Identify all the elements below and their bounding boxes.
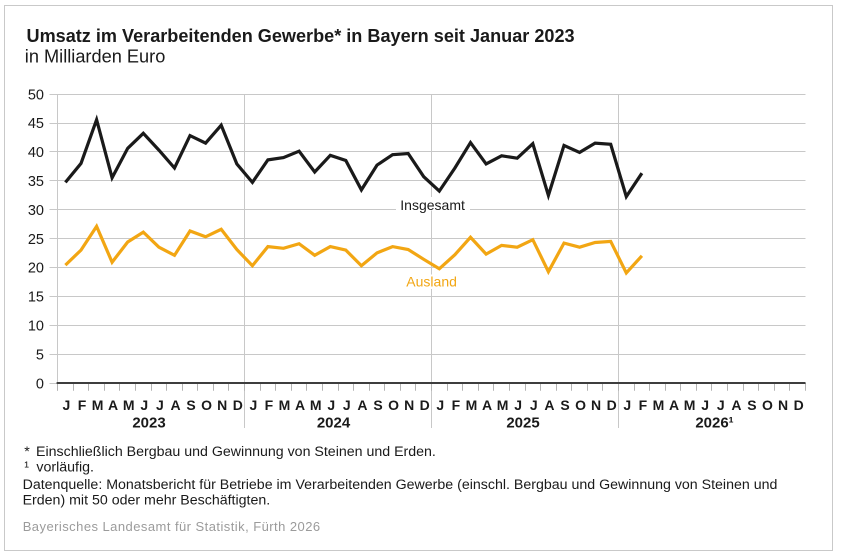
svg-text:J: J [327,397,335,413]
svg-text:0: 0 [36,376,44,392]
svg-text:*: * [24,444,30,460]
svg-text:F: F [452,397,461,413]
svg-text:2023: 2023 [132,415,165,432]
svg-text:35: 35 [28,174,44,190]
svg-text:D: D [420,397,430,413]
svg-text:J: J [436,397,444,413]
svg-text:J: J [623,397,631,413]
svg-text:M: M [497,397,509,413]
svg-text:Einschließlich Bergbau und Gew: Einschließlich Bergbau und Gewinnung von… [36,444,436,460]
svg-text:A: A [731,397,741,413]
svg-text:O: O [575,397,586,413]
svg-text:J: J [140,397,148,413]
svg-text:Datenquelle: Monatsbericht für: Datenquelle: Monatsbericht für Betriebe … [23,477,778,493]
svg-text:M: M [684,397,696,413]
svg-text:2026¹: 2026¹ [695,415,733,432]
svg-text:5: 5 [36,347,44,363]
svg-text:O: O [762,397,773,413]
svg-text:D: D [607,397,617,413]
svg-text:A: A [108,397,118,413]
svg-text:S: S [373,397,382,413]
svg-text:J: J [717,397,725,413]
svg-text:40: 40 [28,145,44,161]
svg-text:A: A [669,397,679,413]
svg-text:N: N [778,397,788,413]
svg-text:A: A [482,397,492,413]
svg-text:N: N [217,397,227,413]
svg-text:2025: 2025 [506,415,539,432]
svg-text:10: 10 [28,319,44,335]
svg-text:A: A [357,397,367,413]
svg-text:Ausland: Ausland [406,274,457,290]
svg-text:D: D [233,397,243,413]
svg-text:A: A [295,397,305,413]
svg-text:A: A [170,397,180,413]
svg-text:J: J [250,397,258,413]
svg-text:M: M [123,397,135,413]
svg-text:O: O [388,397,399,413]
svg-text:S: S [186,397,195,413]
svg-text:20: 20 [28,261,44,277]
svg-text:M: M [653,397,665,413]
svg-text:2024: 2024 [317,415,351,432]
svg-text:M: M [310,397,322,413]
svg-text:J: J [701,397,709,413]
svg-text:F: F [639,397,648,413]
svg-text:25: 25 [28,232,44,248]
svg-text:A: A [544,397,554,413]
svg-text:50: 50 [28,87,44,103]
svg-text:M: M [279,397,291,413]
svg-text:O: O [201,397,212,413]
svg-text:J: J [514,397,522,413]
svg-text:in Milliarden Euro: in Milliarden Euro [25,46,166,66]
svg-text:J: J [63,397,71,413]
svg-text:vorläufig.: vorläufig. [36,459,94,475]
svg-text:Insgesamt: Insgesamt [400,197,465,213]
svg-text:J: J [343,397,351,413]
svg-text:N: N [591,397,601,413]
svg-text:¹: ¹ [24,459,29,475]
svg-text:S: S [560,397,569,413]
svg-text:F: F [78,397,87,413]
svg-text:J: J [530,397,538,413]
svg-text:J: J [156,397,164,413]
svg-text:15: 15 [28,290,44,306]
svg-text:Erden) mit 50 oder mehr Beschä: Erden) mit 50 oder mehr Beschäftigten. [23,492,271,508]
svg-text:M: M [92,397,104,413]
svg-text:N: N [404,397,414,413]
svg-text:30: 30 [28,203,44,219]
svg-text:F: F [265,397,274,413]
svg-text:45: 45 [28,116,44,132]
svg-text:S: S [747,397,756,413]
svg-text:D: D [794,397,804,413]
svg-text:M: M [466,397,478,413]
svg-text:Bayerisches Landesamt für Stat: Bayerisches Landesamt für Statistik, Für… [23,519,321,534]
svg-text:Umsatz im Verarbeitenden Gewer: Umsatz im Verarbeitenden Gewerbe* in Bay… [27,26,575,46]
